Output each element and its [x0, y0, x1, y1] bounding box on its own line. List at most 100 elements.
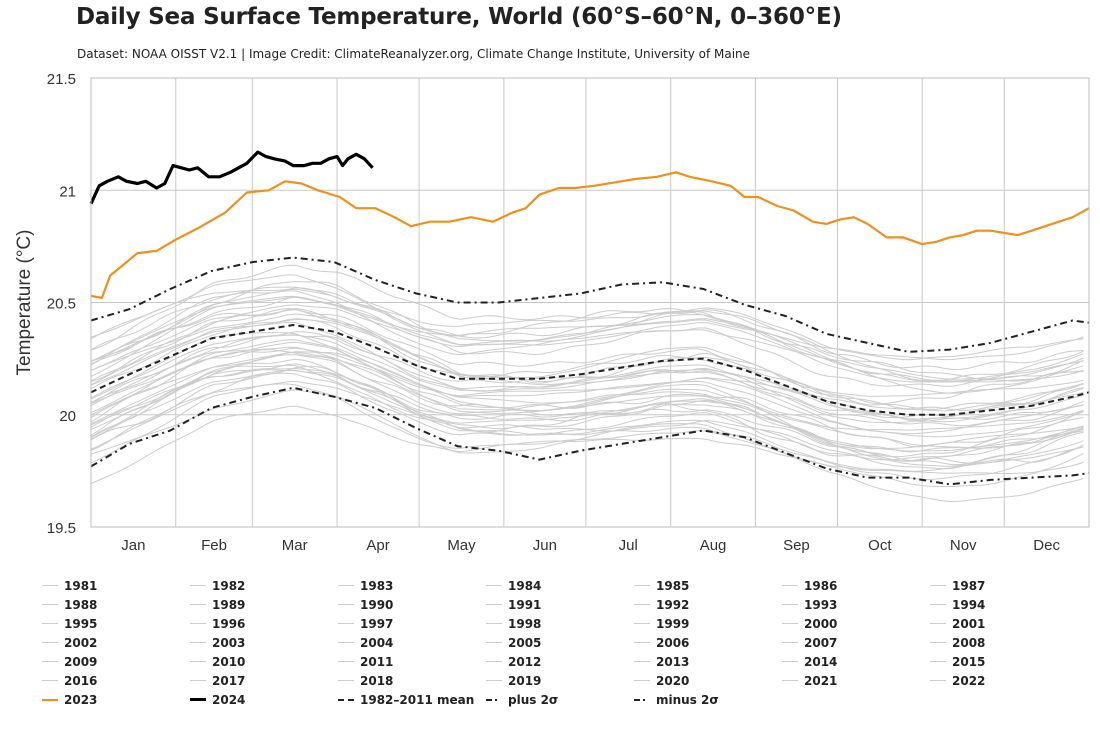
legend-swatch [190, 604, 206, 605]
x-tick-label: Aug [700, 537, 727, 554]
legend-item-1992[interactable]: 1992 [634, 595, 689, 614]
legend-item-1995[interactable]: 1995 [42, 614, 97, 633]
legend-item-1988[interactable]: 1988 [42, 595, 97, 614]
series-line-2009 [90, 318, 1084, 411]
legend-label: 1989 [212, 597, 246, 612]
x-tick-label: Oct [868, 537, 892, 554]
legend-item-2001[interactable]: 2001 [930, 614, 985, 633]
legend-item-1990[interactable]: 1990 [338, 595, 393, 614]
legend-item-1983[interactable]: 1983 [338, 576, 393, 595]
series-line-1986 [90, 380, 1084, 467]
legend-label: 2005 [508, 635, 542, 650]
legend-label: 1987 [952, 578, 986, 593]
legend-item-1986[interactable]: 1986 [782, 576, 837, 595]
legend-item-1982[interactable]: 1982 [190, 576, 245, 595]
legend-label: 2002 [64, 635, 98, 650]
legend-label: 1990 [360, 597, 394, 612]
legend-item-2013[interactable]: 2013 [634, 652, 689, 671]
legend-item-2003[interactable]: 2003 [190, 633, 245, 652]
chart-subtitle: Dataset: NOAA OISST V2.1 | Image Credit:… [77, 47, 751, 61]
legend-label: 2010 [212, 654, 246, 669]
legend-item-1982-2011-mean[interactable]: 1982–2011 mean [338, 690, 474, 709]
series-line-1984 [90, 369, 1084, 472]
series-line-2022 [90, 286, 1084, 382]
legend-item-1999[interactable]: 1999 [634, 614, 689, 633]
legend-label: 2018 [360, 673, 394, 688]
series-line-2015 [90, 290, 1084, 380]
legend-item-2011[interactable]: 2011 [338, 652, 393, 671]
legend-item-1981[interactable]: 1981 [42, 576, 97, 595]
legend-item-2012[interactable]: 2012 [486, 652, 541, 671]
legend-item-2000[interactable]: 2000 [782, 614, 837, 633]
legend-swatch [634, 698, 650, 701]
legend-item-1987[interactable]: 1987 [930, 576, 985, 595]
series-line-2004 [90, 334, 1084, 420]
series-line-2010 [90, 309, 1084, 405]
series-line-2017 [90, 264, 1084, 381]
legend-item-2019[interactable]: 2019 [486, 671, 541, 690]
legend-item-2023[interactable]: 2023 [42, 690, 97, 709]
legend-swatch [338, 585, 354, 586]
legend-item-1984[interactable]: 1984 [486, 576, 541, 595]
legend-item-2008[interactable]: 2008 [930, 633, 985, 652]
series-line-2002 [90, 334, 1084, 422]
legend-swatch [486, 680, 502, 681]
legend-swatch [42, 623, 58, 624]
legend-swatch [42, 661, 58, 662]
legend-label: 1988 [64, 597, 98, 612]
series-line-1996 [90, 346, 1084, 435]
legend-item-2004[interactable]: 2004 [338, 633, 393, 652]
legend-item-2016[interactable]: 2016 [42, 671, 97, 690]
series-line-2018 [90, 295, 1084, 394]
legend-item-2017[interactable]: 2017 [190, 671, 245, 690]
legend-swatch [634, 585, 650, 586]
series-line-2014 [90, 296, 1084, 383]
legend-item-1997[interactable]: 1997 [338, 614, 393, 633]
legend-item-2020[interactable]: 2020 [634, 671, 689, 690]
series-line-2011 [90, 313, 1084, 397]
legend-item-2009[interactable]: 2009 [42, 652, 97, 671]
legend-swatch [634, 642, 650, 643]
legend-item-2010[interactable]: 2010 [190, 652, 245, 671]
legend-item-minus-2-[interactable]: minus 2σ [634, 690, 719, 709]
legend-swatch [782, 604, 798, 605]
legend-swatch [782, 680, 798, 681]
series-line-1988 [90, 358, 1084, 466]
legend-swatch [486, 642, 502, 643]
legend-swatch [486, 585, 502, 586]
legend-item-1989[interactable]: 1989 [190, 595, 245, 614]
legend-item-2021[interactable]: 2021 [782, 671, 837, 690]
legend-label: 2024 [212, 692, 246, 707]
legend-item-2015[interactable]: 2015 [930, 652, 985, 671]
legend-item-1985[interactable]: 1985 [634, 576, 689, 595]
legend-item-1998[interactable]: 1998 [486, 614, 541, 633]
plot-frame [90, 77, 1090, 528]
legend-label: 2014 [804, 654, 838, 669]
x-tick-label: Dec [1033, 537, 1060, 554]
legend-item-1991[interactable]: 1991 [486, 595, 541, 614]
legend-swatch [634, 680, 650, 681]
axes: 19.5 20 20.5 21 21.5 Jan Feb Mar Apr May Jun Jul Aug… [14, 71, 1090, 554]
legend-item-2005[interactable]: 2005 [486, 633, 541, 652]
legend-item-2022[interactable]: 2022 [930, 671, 985, 690]
legend-item-2006[interactable]: 2006 [634, 633, 689, 652]
legend-item-plus-2-[interactable]: plus 2σ [486, 690, 558, 709]
legend-item-2024[interactable]: 2024 [190, 690, 245, 709]
legend-label: 2001 [952, 616, 986, 631]
series-line-1985 [90, 389, 1084, 474]
legend-swatch [634, 604, 650, 605]
legend-item-2014[interactable]: 2014 [782, 652, 837, 671]
legend-swatch [930, 585, 946, 586]
x-tick-label: Jun [533, 537, 557, 554]
legend-item-2007[interactable]: 2007 [782, 633, 837, 652]
legend-swatch [930, 661, 946, 662]
legend-swatch [930, 623, 946, 624]
legend-item-2018[interactable]: 2018 [338, 671, 393, 690]
series-line-1991 [90, 364, 1084, 470]
legend-item-1994[interactable]: 1994 [930, 595, 985, 614]
legend-label: minus 2σ [656, 692, 719, 707]
legend-item-2002[interactable]: 2002 [42, 633, 97, 652]
legend-label: plus 2σ [508, 692, 559, 707]
legend-item-1993[interactable]: 1993 [782, 595, 837, 614]
legend-item-1996[interactable]: 1996 [190, 614, 245, 633]
